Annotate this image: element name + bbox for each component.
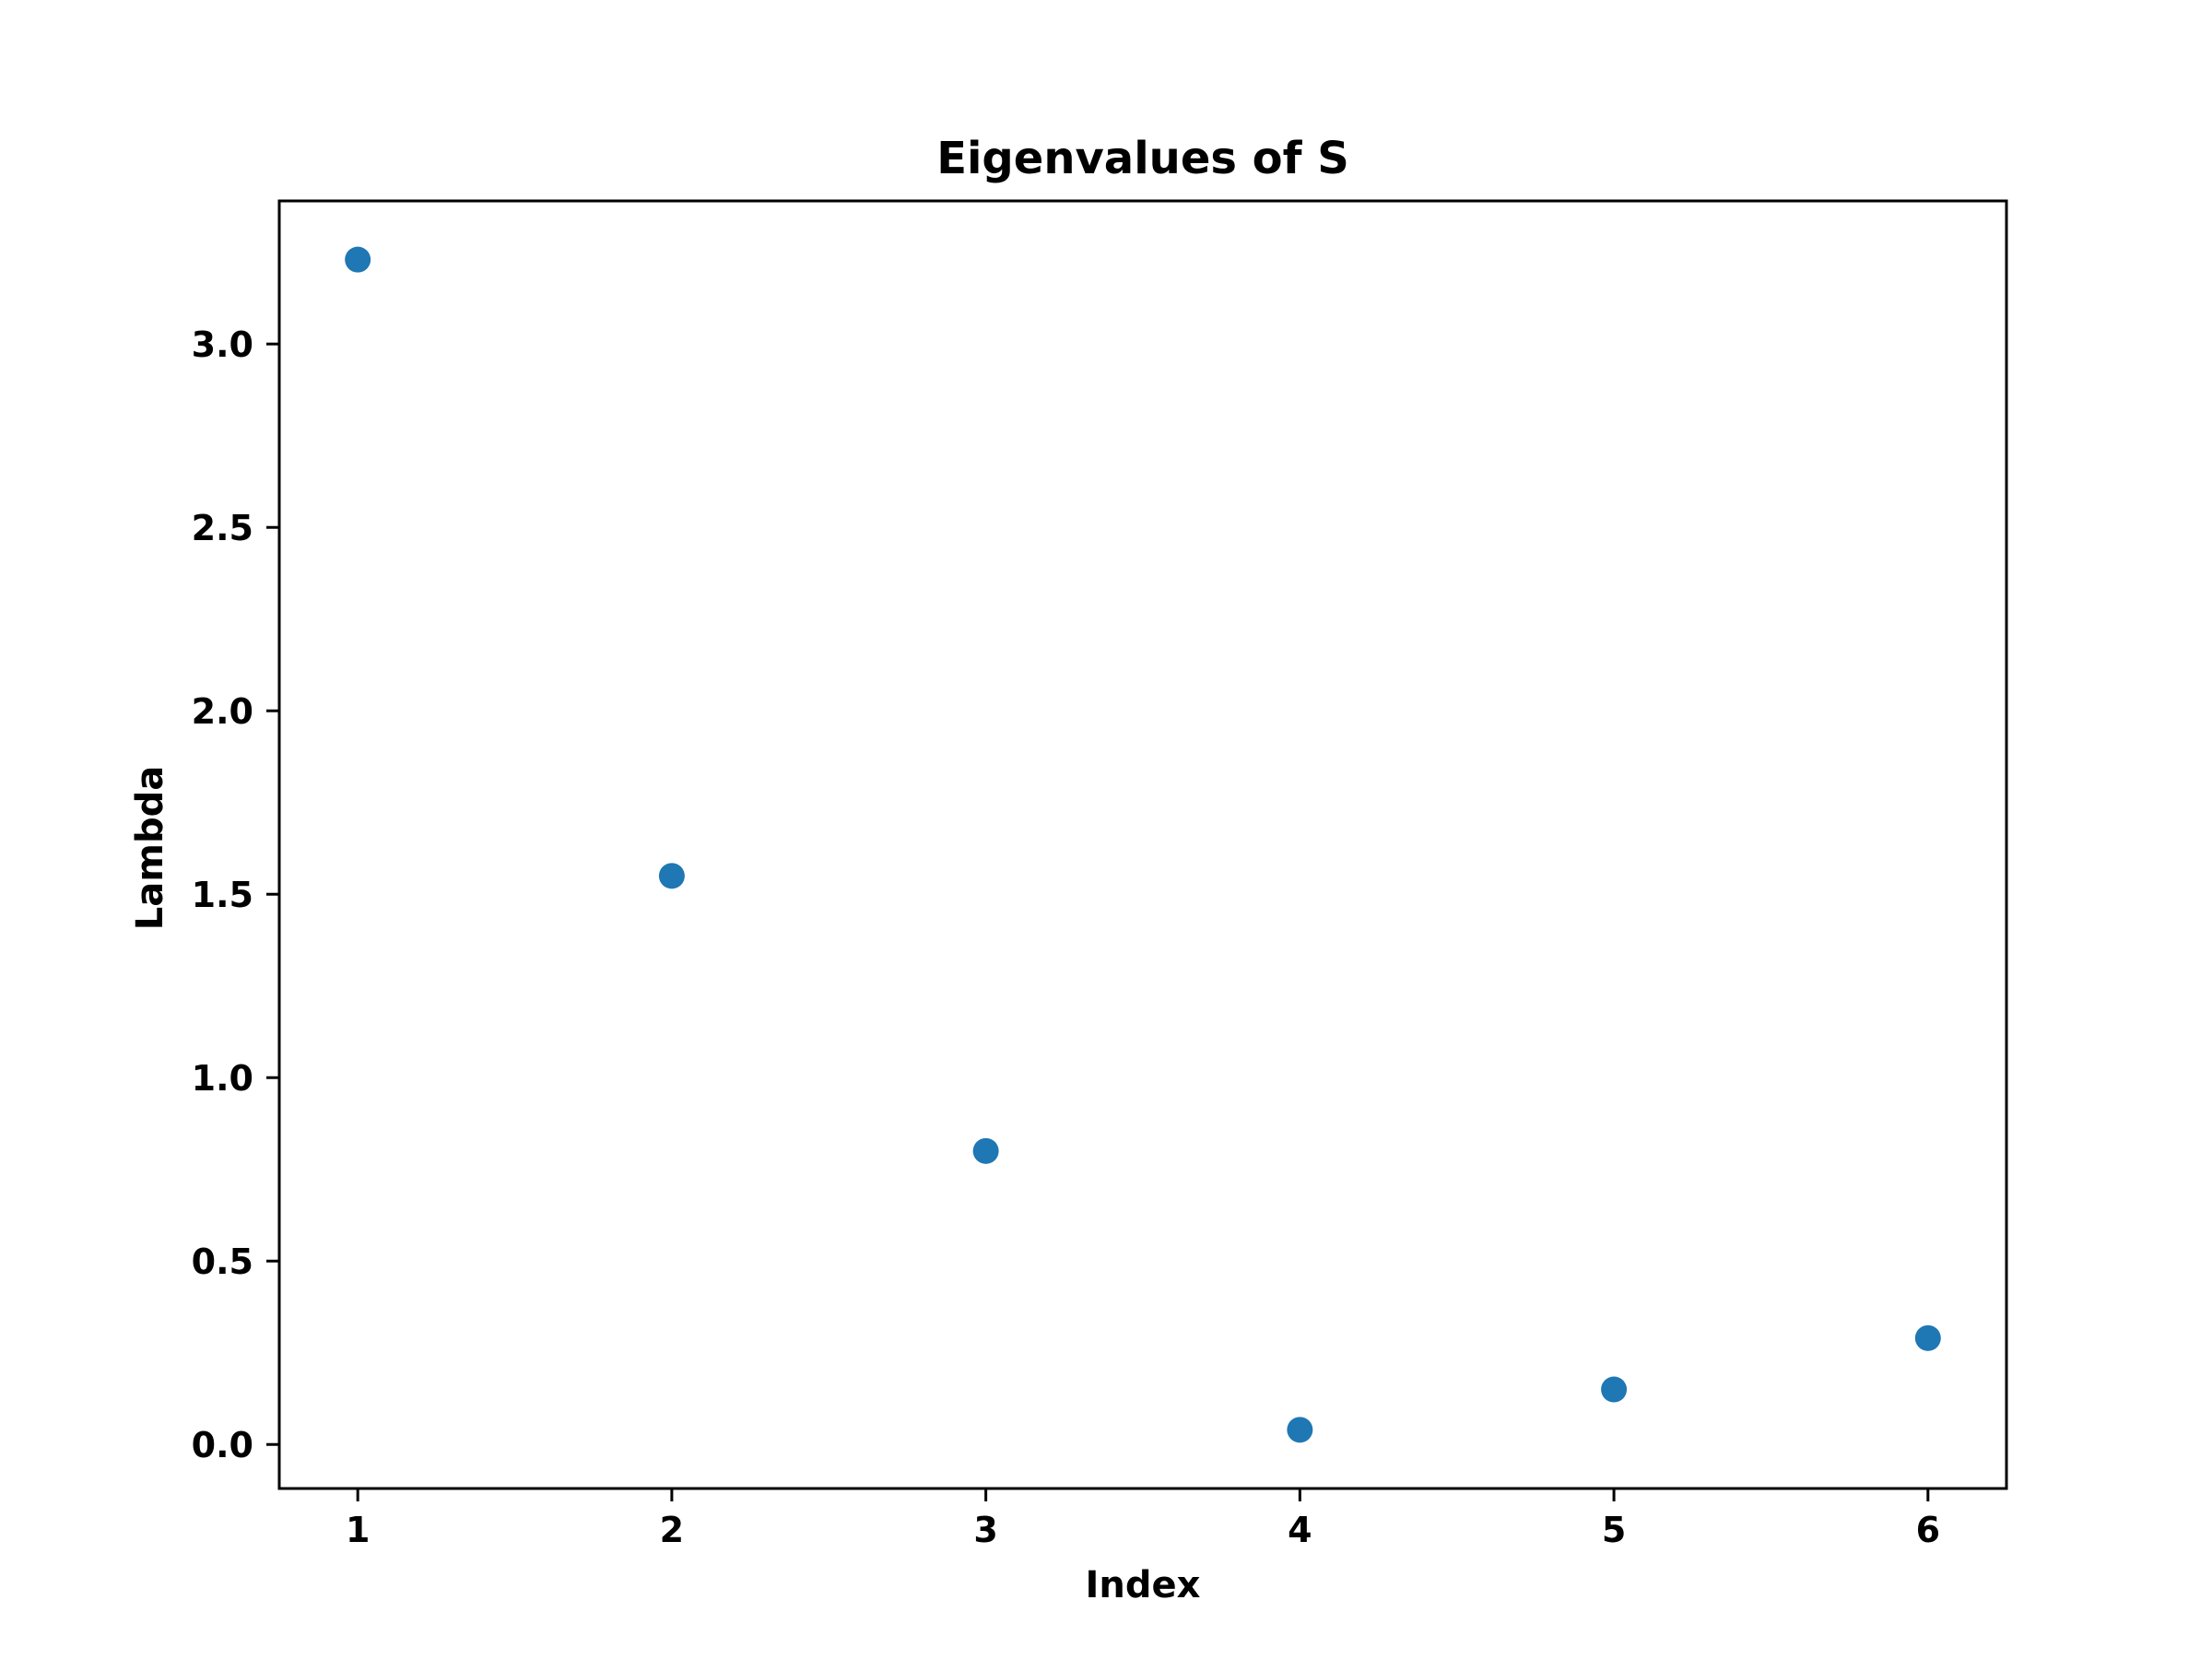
- y-tick-label: 3.0: [192, 324, 253, 365]
- data-point: [658, 863, 685, 889]
- chart-title: Eigenvalues of S: [936, 133, 1349, 184]
- data-point: [345, 246, 371, 273]
- data-point: [1914, 1324, 1941, 1351]
- y-tick-label: 2.5: [192, 508, 253, 548]
- y-tick-label: 0.0: [192, 1425, 253, 1465]
- x-tick-label: 2: [660, 1510, 684, 1550]
- y-axis-ticks: 0.0 0.5 1.0 1.5 2.0 2.5 3.0: [192, 324, 279, 1465]
- x-tick-label: 1: [346, 1510, 370, 1550]
- x-tick-label: 4: [1288, 1510, 1312, 1550]
- data-point: [972, 1137, 999, 1164]
- y-tick-label: 1.5: [192, 875, 253, 915]
- x-tick-label: 5: [1602, 1510, 1626, 1550]
- y-tick-label: 0.5: [192, 1241, 253, 1282]
- data-point: [1601, 1376, 1628, 1403]
- plot-frame: [277, 199, 2008, 1490]
- x-axis-label: Index: [1086, 1564, 1201, 1606]
- y-tick-label: 1.0: [192, 1058, 253, 1099]
- y-axis-label: Lambda: [129, 766, 171, 930]
- data-point: [1287, 1417, 1313, 1443]
- y-tick-label: 2.0: [192, 691, 253, 732]
- x-axis-ticks: 1 2 3 4 5 6: [346, 1488, 1940, 1550]
- data-points: [345, 246, 1941, 1443]
- x-tick-label: 6: [1916, 1510, 1940, 1550]
- x-tick-label: 3: [973, 1510, 997, 1550]
